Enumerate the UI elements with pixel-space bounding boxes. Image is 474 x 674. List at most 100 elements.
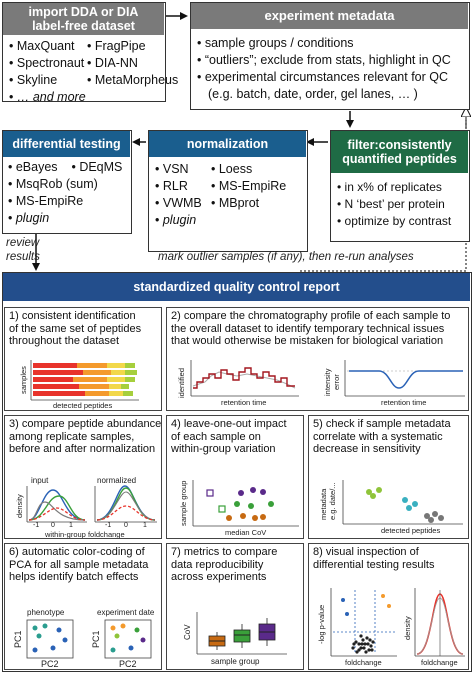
volcano-points [351,634,375,654]
p8a-xlabel: foldchange [345,658,382,667]
volcano-point [368,638,372,642]
diff-item-msempire: MS-EmpiRe [15,194,84,208]
volcano-point [364,650,368,654]
identification-bar-segment [33,384,79,389]
diff-item-deqms: DEqMS [79,160,123,174]
p3-input: input [31,476,49,485]
import-item-fragpipe: FragPipe [94,39,146,53]
identification-bar-segment [79,384,109,389]
norm-item-vwmb: VWMB [162,196,202,210]
identification-bar-segment [125,370,137,375]
panel-1-text: 1) consistent identification of the same … [9,310,142,347]
volcano-point [365,636,369,640]
identification-bars [33,363,137,396]
filter-item-contrast: optimize by contrast [344,214,452,228]
volcano-point [355,650,359,654]
p3-tick: 1 [69,522,73,529]
diff-item-sum: (sum) [65,177,98,191]
panel-6-pca: 6) automatic color-coding of PCA for all … [4,543,162,670]
panel-2-chromatography: 2) compare the chromatography profile of… [166,307,469,411]
p8b-ylabel: density [403,616,412,640]
p2b-ylabel2: error [332,374,341,390]
normalization-box: normalization • VSN • RLR • VWMB • plugi… [148,130,308,252]
filter-box: filter:consistently quantified peptides … [330,130,470,242]
diff-item-msqrob: MsqRob [15,177,63,191]
p6-experiment-date: experiment date [97,608,155,617]
metadata-title: experiment metadata [264,7,395,23]
intensity-error-curve [349,370,463,389]
panel-8-differential-inspection: 8) visual inspection of differential test… [308,543,469,670]
identification-bar-segment [73,377,107,382]
differential-box: differential testing • eBayes • DEqMS • … [2,130,132,234]
identification-bar-segment [111,370,125,375]
p2b-ylabel1: intensity [323,368,332,396]
import-item-skyline: Skyline [16,73,58,87]
p6-ylabel-a: PC1 [13,630,23,648]
volcano-point [361,638,365,642]
identification-bar-segment [33,370,83,375]
p6-xlabel-a: PC2 [41,659,59,669]
volcano-point [351,646,355,650]
metadata-header: experiment metadata [191,3,468,29]
volcano-point [370,648,374,652]
report-title: standardized quality control report [133,279,340,294]
panel-7-text: 7) metrics to compare data reproducibilit… [171,546,278,583]
norm-item-plugin: plugin [162,213,197,227]
identification-bar-segment [107,377,125,382]
panel-4-text: 4) leave-one-out impact of each sample on… [171,418,287,455]
panel-6-text: 6) automatic color-coding of PCA for all … [9,546,149,583]
report-header: standardized quality control report [3,273,470,301]
identification-bar-segment [107,363,125,368]
identification-bar-segment [33,377,73,382]
import-item-maxquant: MaxQuant [16,39,75,53]
review-line2: results [6,251,40,263]
norm-item-vsn: VSN [162,162,189,176]
differential-header: differential testing [3,131,130,157]
norm-item-msempire: MS-EmpiRe [218,179,287,193]
p4-ylabel: sample group [179,480,188,526]
metadata-box: experiment metadata • sample groups / co… [190,2,470,110]
normalization-header: normalization [149,131,306,157]
p6-xlabel-b: PC2 [119,659,137,669]
p3-tick: 1 [143,522,147,529]
import-header: import DDA or DIA label-free dataset [3,3,164,35]
p5-xlabel: detected peptides [381,526,441,535]
metadata-item-outliers: “outliers”; exclude from stats, highligh… [204,53,451,67]
import-box: import DDA or DIA label-free dataset • M… [2,2,178,104]
volcano-point [367,648,371,652]
filter-header: filter:consistently quantified peptides [331,131,468,173]
p3-tick: -1 [33,522,40,529]
panel-1-identification: 1) consistent identification of the same … [4,307,162,411]
p5-ylabel2: e.g. date/... [328,482,337,520]
panel-8-text: 8) visual inspection of differential test… [313,546,435,571]
panel-2-text: 2) compare the chromatography profile of… [171,310,451,347]
p5-ylabel1: metadata [319,488,328,520]
volcano-point [359,634,363,638]
panel-3-text: 3) compare peptide abundances among repli… [9,418,162,455]
review-line1: review [6,237,40,249]
outlier-note: mark outlier samples (if any), then re-r… [158,251,414,263]
volcano-point [371,640,375,644]
identified-profile-gray [192,371,296,389]
norm-item-mbprot: MBprot [218,196,260,210]
p2b-xlabel: retention time [381,398,427,407]
p2a-xlabel: retention time [221,398,267,407]
review-results-note: review results [6,236,40,264]
differential-title: differential testing [12,136,121,151]
filter-item-replicates: in x% of replicates [344,180,442,194]
p3-tick: -1 [105,522,112,529]
identification-bar-segment [123,391,133,396]
p1-xlabel: detected peptides [53,401,113,410]
volcano-point [352,642,356,646]
p3-xlabel: within-group foldchange [45,530,125,539]
diff-item-plugin: plugin [15,211,50,225]
p4-xlabel: median CoV [225,528,267,537]
p2a-ylabel: identified [177,367,186,398]
identification-bar-segment [109,391,123,396]
volcano-point [363,642,367,646]
metadata-item-examples: (e.g. batch, date, order, gel lanes, … ) [208,87,418,101]
volcano-point [359,646,363,650]
panel-5-text: 5) check if sample metadata correlate wit… [313,418,451,455]
volcano-point [354,640,358,644]
